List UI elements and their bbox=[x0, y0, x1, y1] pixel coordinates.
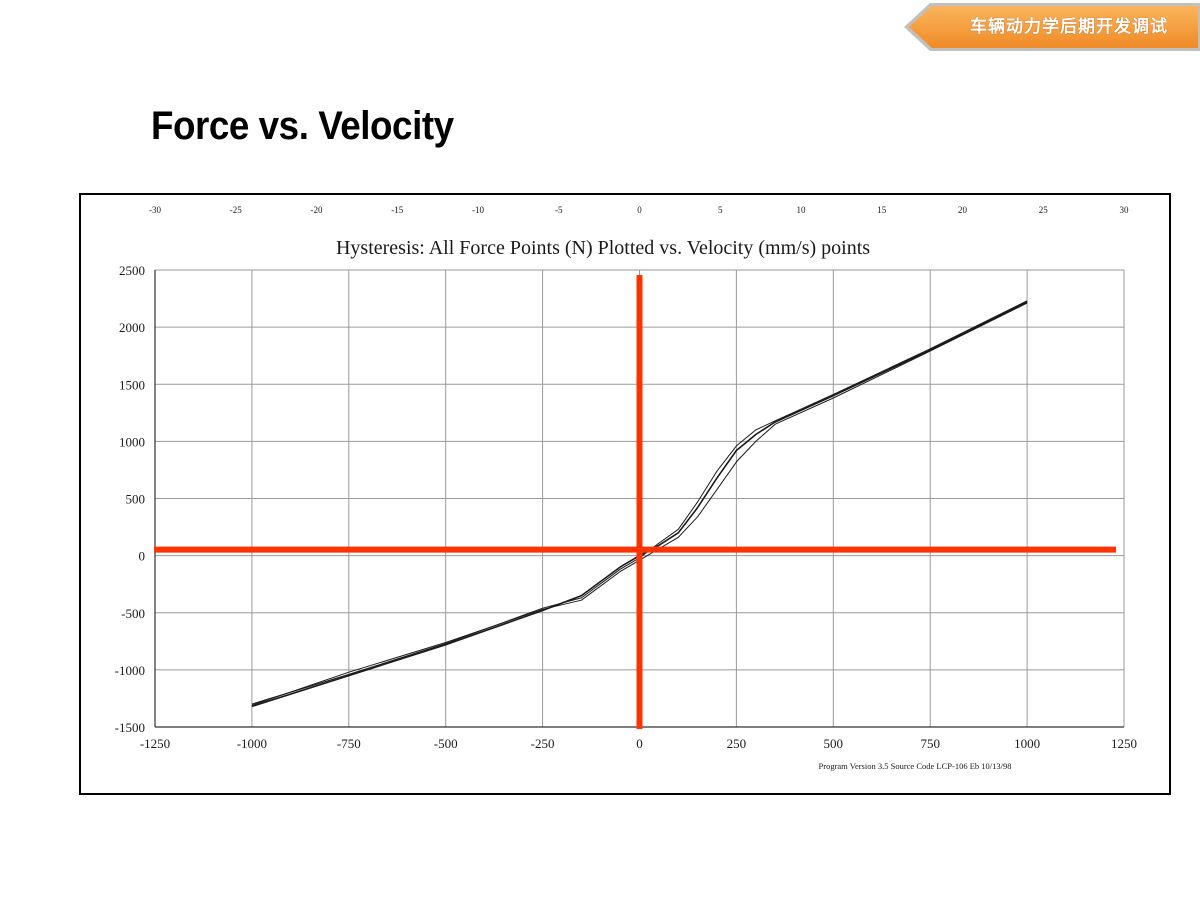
top-tick-label: 10 bbox=[797, 205, 807, 215]
top-tick-label: 15 bbox=[877, 205, 887, 215]
x-tick-label: 0 bbox=[636, 736, 643, 751]
hysteresis-curve-1 bbox=[251, 301, 1028, 708]
x-tick-label: -500 bbox=[434, 736, 458, 751]
chart-footnote: Program Version 3.5 Source Code LCP-106 … bbox=[819, 761, 1012, 771]
page-title: Force vs. Velocity bbox=[151, 104, 454, 148]
x-tick-label: 500 bbox=[824, 736, 844, 751]
x-tick-label: 750 bbox=[920, 736, 940, 751]
label-layer: -1250 -1000 -750 -500 -250 0 250 500 750 1000 1250… bbox=[115, 205, 1137, 751]
header-banner: 车辆动力学后期开发调试 bbox=[904, 2, 1200, 52]
chart-title: Hysteresis: All Force Points (N) Plotted… bbox=[336, 237, 870, 259]
top-tick-label: -15 bbox=[391, 205, 403, 215]
y-tick-label: 500 bbox=[126, 492, 146, 507]
x-tick-label: -250 bbox=[531, 736, 555, 751]
x-tick-label: 1000 bbox=[1014, 736, 1040, 751]
top-tick-label: 30 bbox=[1120, 205, 1130, 215]
y-tick-label: 2000 bbox=[119, 320, 145, 335]
hysteresis-curve-3 bbox=[251, 300, 1028, 705]
x-tick-label: 250 bbox=[727, 736, 747, 751]
x-tick-label: -1250 bbox=[140, 736, 170, 751]
top-tick-label: 0 bbox=[637, 205, 642, 215]
banner-text: 车辆动力学后期开发调试 bbox=[970, 17, 1168, 37]
x-tick-label: 1250 bbox=[1111, 736, 1137, 751]
top-tick-label: -10 bbox=[472, 205, 484, 215]
top-tick-label: 20 bbox=[958, 205, 968, 215]
crosshair-layer bbox=[154, 275, 1116, 729]
top-tick-label: -5 bbox=[555, 205, 563, 215]
banner-arrow-shape bbox=[904, 3, 1200, 51]
top-tick-label: -30 bbox=[149, 205, 161, 215]
y-tick-label: 1500 bbox=[119, 377, 145, 392]
top-tick-label: -20 bbox=[311, 205, 323, 215]
y-tick-label: -500 bbox=[121, 606, 145, 621]
top-tick-label: 25 bbox=[1039, 205, 1049, 215]
top-tick-label: 5 bbox=[718, 205, 723, 215]
y-tick-label: 2500 bbox=[119, 263, 145, 278]
y-tick-label: -1500 bbox=[115, 720, 145, 735]
x-tick-label: -1000 bbox=[237, 736, 267, 751]
y-tick-label: 1000 bbox=[119, 434, 145, 449]
top-tick-label: -25 bbox=[230, 205, 242, 215]
force-velocity-chart: -1250 -1000 -750 -500 -250 0 250 500 750 1000 1250… bbox=[115, 205, 1137, 771]
x-tick-label: -750 bbox=[337, 736, 361, 751]
y-tick-label: 0 bbox=[139, 549, 146, 564]
chart-frame: -1250 -1000 -750 -500 -250 0 250 500 750 1000 1250… bbox=[79, 193, 1171, 795]
series-layer bbox=[251, 300, 1028, 708]
y-tick-label: -1000 bbox=[115, 663, 145, 678]
